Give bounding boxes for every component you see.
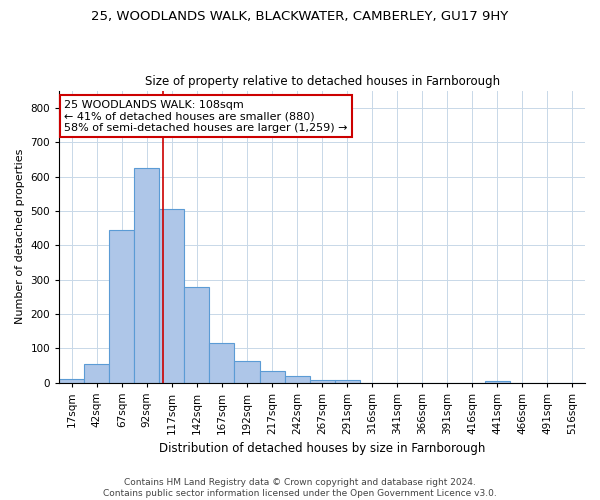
Text: 25, WOODLANDS WALK, BLACKWATER, CAMBERLEY, GU17 9HY: 25, WOODLANDS WALK, BLACKWATER, CAMBERLE… [91,10,509,23]
Y-axis label: Number of detached properties: Number of detached properties [15,149,25,324]
Bar [59,379,84,382]
Bar [184,286,209,382]
Bar [485,381,510,382]
Bar [84,364,109,382]
Title: Size of property relative to detached houses in Farnborough: Size of property relative to detached ho… [145,76,500,88]
Bar [209,343,235,382]
Text: Contains HM Land Registry data © Crown copyright and database right 2024.
Contai: Contains HM Land Registry data © Crown c… [103,478,497,498]
Bar [160,210,184,382]
Text: 25 WOODLANDS WALK: 108sqm
← 41% of detached houses are smaller (880)
58% of semi: 25 WOODLANDS WALK: 108sqm ← 41% of detac… [64,100,348,133]
Bar [109,230,134,382]
Bar [134,168,160,382]
Bar [260,371,284,382]
X-axis label: Distribution of detached houses by size in Farnborough: Distribution of detached houses by size … [159,442,485,455]
Bar [310,380,335,382]
Bar [284,376,310,382]
Bar [335,380,359,382]
Bar [235,361,260,382]
